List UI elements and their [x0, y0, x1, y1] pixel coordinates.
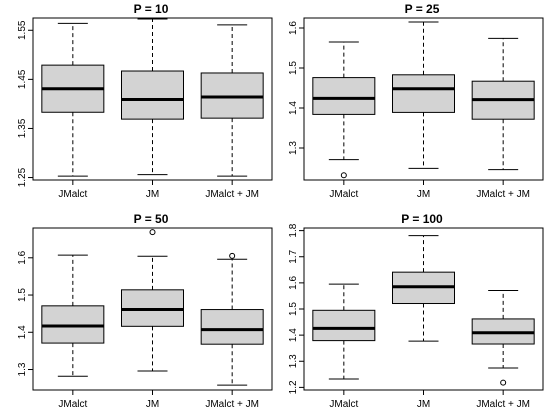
box-2 — [121, 229, 184, 372]
y-tick-label: 1.4 — [288, 328, 299, 342]
iqr-box — [121, 70, 184, 120]
y-tick-label: 1.55 — [17, 20, 28, 40]
box-3 — [200, 24, 264, 177]
category-label: JMalct — [329, 399, 358, 410]
category-label: JMalct — [329, 189, 358, 200]
y-tick-label: 1.5 — [288, 61, 299, 75]
y-tick-label: 1.25 — [17, 167, 28, 187]
category-label: JM — [146, 399, 159, 410]
category-label: JM — [417, 399, 430, 410]
box-2 — [121, 18, 184, 176]
plot-frame — [303, 227, 544, 391]
y-tick-label: 1.35 — [17, 118, 28, 138]
box-3 — [200, 252, 264, 386]
y-tick-label: 1.8 — [288, 223, 299, 237]
y-tick-label: 1.6 — [17, 250, 28, 264]
y-tick-label: 1.4 — [17, 325, 28, 339]
box-3 — [471, 37, 535, 171]
y-tick-label: 1.5 — [288, 302, 299, 316]
box-1 — [41, 22, 105, 177]
category-label: JMalct — [58, 189, 87, 200]
category-label: JMalct + JM — [205, 399, 259, 410]
category-label: JMalct + JM — [205, 189, 259, 200]
iqr-box — [392, 74, 455, 113]
y-tick-label: 1.3 — [288, 141, 299, 155]
box-1 — [41, 254, 105, 377]
panel-title-p100: P = 100 — [401, 212, 443, 226]
box-1 — [312, 283, 376, 380]
outlier-point — [340, 172, 347, 179]
category-label: JMalct + JM — [476, 399, 530, 410]
y-tick-label: 1.2 — [288, 380, 299, 394]
boxplot-panel-2: 1.3 1.4 1.5 1.6 JMalct JM JMalct + JM — [288, 17, 544, 200]
y-tick-label: 1.45 — [17, 69, 28, 89]
boxplot-panel-3: 1.3 1.4 1.5 1.6 JMalct JM JMalct + JM — [17, 227, 273, 410]
y-tick-label: 1.7 — [288, 249, 299, 263]
boxplot-panel-1: 1.25 1.35 1.45 1.55 JMalct JM JMalct + JM — [17, 17, 273, 200]
outlier-point — [500, 379, 507, 386]
box-2 — [392, 235, 455, 342]
box-3 — [471, 289, 535, 386]
category-label: JM — [146, 189, 159, 200]
outlier-point — [149, 229, 156, 236]
panel-title-p50: P = 50 — [134, 212, 169, 226]
panel-title-p10: P = 10 — [134, 2, 169, 16]
y-tick-label: 1.6 — [288, 275, 299, 289]
boxplot-panel-4: 1.2 1.3 1.4 1.5 1.6 1.7 1.8 JMalct JM JMalct + JM — [288, 223, 544, 410]
box-2 — [392, 21, 455, 169]
y-tick-label: 1.6 — [288, 21, 299, 35]
panel-title-p25: P = 25 — [405, 2, 440, 16]
outlier-point — [229, 252, 236, 259]
y-tick-label: 1.5 — [17, 288, 28, 302]
y-tick-label: 1.3 — [17, 362, 28, 376]
category-label: JMalct + JM — [476, 189, 530, 200]
iqr-box — [312, 309, 376, 342]
category-label: JM — [417, 189, 430, 200]
category-label: JMalct — [58, 399, 87, 410]
y-tick-label: 1.4 — [288, 101, 299, 115]
box-1 — [312, 41, 376, 179]
y-tick-label: 1.3 — [288, 354, 299, 368]
iqr-box — [200, 309, 264, 345]
iqr-box — [312, 77, 376, 115]
